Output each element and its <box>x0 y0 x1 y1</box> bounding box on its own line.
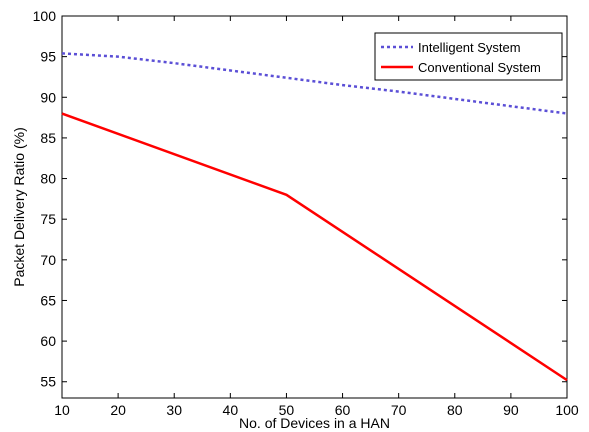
y-tick-label: 85 <box>40 130 56 146</box>
x-tick-label: 20 <box>110 402 126 418</box>
legend-label-intelligent-system: Intelligent System <box>418 40 521 55</box>
x-tick-label: 30 <box>166 402 182 418</box>
axis-ticks <box>61 15 568 398</box>
y-tick-label: 95 <box>40 49 56 65</box>
y-axis-title: Packet Delivery Ratio (%) <box>11 127 27 287</box>
series-line-intelligent-system <box>61 52 568 115</box>
x-tick-label: 100 <box>555 402 579 418</box>
tick-labels: 10 20 30 40 50 60 70 80 90 100 55 60 65 70 75 80 85 90 95 1… <box>33 8 579 418</box>
y-tick-label: 75 <box>40 211 56 227</box>
legend: Intelligent System Conventional System <box>374 32 563 81</box>
y-tick-label: 70 <box>40 252 56 268</box>
y-tick-label: 80 <box>40 171 56 187</box>
x-tick-label: 10 <box>54 402 70 418</box>
y-tick-label: 65 <box>40 292 56 308</box>
y-tick-label: 90 <box>40 89 56 105</box>
x-tick-label: 80 <box>447 402 463 418</box>
y-tick-label: 60 <box>40 333 56 349</box>
x-tick-label: 70 <box>391 402 407 418</box>
x-tick-label: 50 <box>279 402 295 418</box>
series-lines <box>61 52 568 382</box>
x-tick-label: 90 <box>503 402 519 418</box>
x-tick-label: 60 <box>335 402 351 418</box>
x-tick-label: 40 <box>223 402 239 418</box>
legend-label-conventional-system: Conventional System <box>418 60 541 75</box>
legend-box <box>374 32 563 81</box>
y-tick-label: 55 <box>40 374 56 390</box>
x-axis-title: No. of Devices in a HAN <box>239 415 390 431</box>
y-tick-label: 100 <box>33 8 57 24</box>
series-line-conventional-system <box>61 112 568 382</box>
